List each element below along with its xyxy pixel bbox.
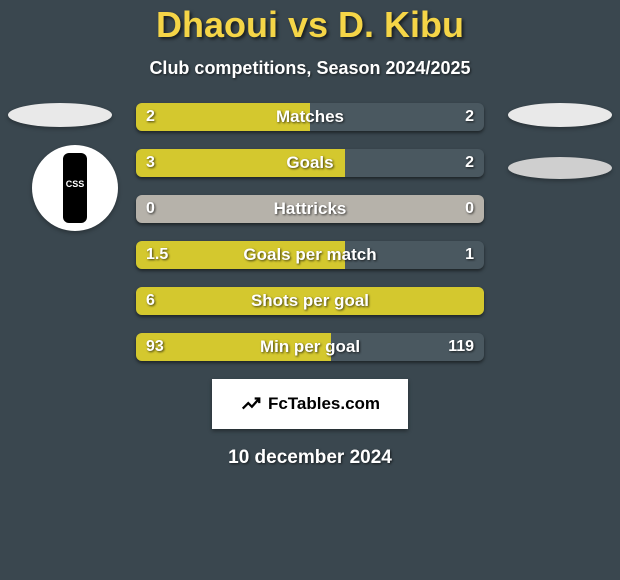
stat-row: 2Matches2 [136,103,484,131]
stat-value-right: 119 [448,333,474,361]
stat-label: Shots per goal [136,287,484,315]
chart-icon [240,393,262,415]
stat-row: 3Goals2 [136,149,484,177]
brand-text: FcTables.com [268,394,380,414]
subtitle: Club competitions, Season 2024/2025 [0,58,620,79]
stat-label: Goals [136,149,484,177]
stat-bar: 1.5Goals per match1 [136,241,484,269]
player-right-avatar-column [508,103,612,179]
stat-bar: 3Goals2 [136,149,484,177]
player-right-avatar-ellipse [508,103,612,127]
stat-bar: 93Min per goal119 [136,333,484,361]
stat-label: Matches [136,103,484,131]
club-badge-text: CSS [32,179,118,189]
stat-bar: 6Shots per goal [136,287,484,315]
stat-label: Goals per match [136,241,484,269]
stat-label: Min per goal [136,333,484,361]
player-left-avatar-ellipse [8,103,112,127]
player-right-club-ellipse [508,157,612,179]
player-left-avatar-column: CSS [8,103,118,231]
stats-bars: 2Matches23Goals20Hattricks01.5Goals per … [136,103,484,361]
player-left-club-badge: CSS [32,145,118,231]
stat-row: 6Shots per goal [136,287,484,315]
stat-row: 1.5Goals per match1 [136,241,484,269]
stat-row: 0Hattricks0 [136,195,484,223]
page-title: Dhaoui vs D. Kibu [0,4,620,46]
stat-value-right: 1 [465,241,474,269]
stat-value-right: 0 [465,195,474,223]
stat-value-right: 2 [465,149,474,177]
update-date: 10 december 2024 [0,447,620,469]
stat-label: Hattricks [136,195,484,223]
brand-badge[interactable]: FcTables.com [212,379,408,429]
stat-bar: 0Hattricks0 [136,195,484,223]
stat-row: 93Min per goal119 [136,333,484,361]
stat-bar: 2Matches2 [136,103,484,131]
stat-value-right: 2 [465,103,474,131]
